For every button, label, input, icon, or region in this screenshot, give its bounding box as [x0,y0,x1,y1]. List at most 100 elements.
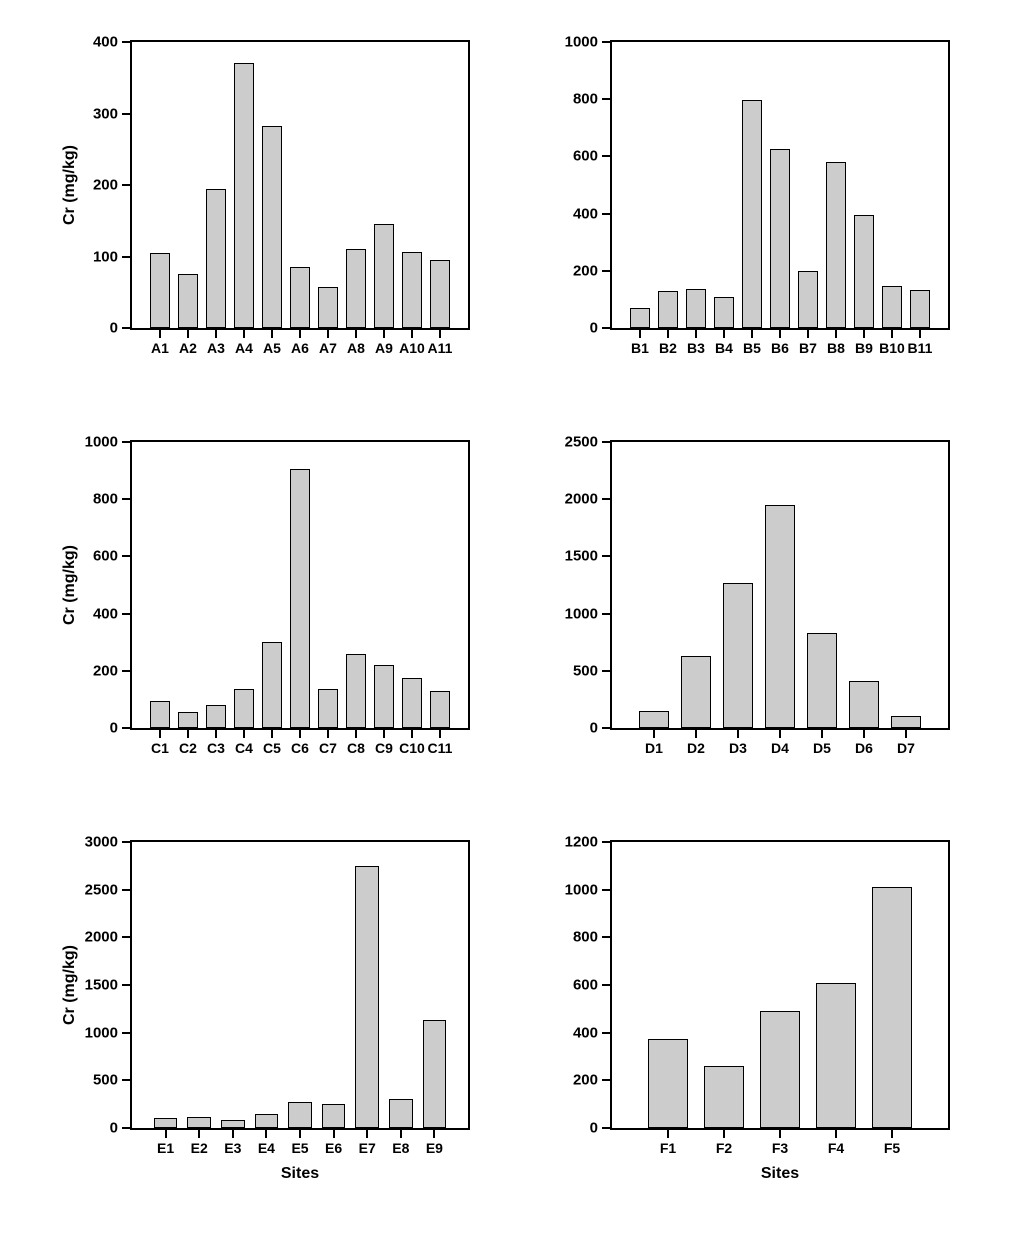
bar-A8 [346,249,366,328]
y-tick-label: 1500 [85,977,132,994]
x-tick-label: A8 [347,328,365,356]
x-tick-label: F4 [828,1128,844,1156]
plot-area: 050010001500200025003000E1E2E3E4E5E6E7E8… [130,840,470,1130]
y-tick-label: 0 [110,320,132,337]
bar-A9 [374,224,394,328]
bar-F2 [704,1066,743,1128]
bar-D5 [807,633,836,728]
bar-D6 [849,681,878,728]
bar-A4 [234,63,254,328]
y-tick-label: 200 [573,262,612,279]
x-tick-label: A7 [319,328,337,356]
bar-A6 [290,267,310,328]
bar-E2 [187,1117,211,1128]
x-tick-label: A5 [263,328,281,356]
bar-D3 [723,583,752,728]
bar-A3 [206,189,226,328]
bar-C6 [290,469,310,728]
plot-area: 02004006008001000B1B2B3B4B5B6B7B8B9B10B1… [610,40,950,330]
y-tick-label: 800 [93,491,132,508]
x-tick-label: C1 [151,728,169,756]
bar-F4 [816,983,855,1128]
bar-D1 [639,711,668,728]
y-tick-label: 800 [573,929,612,946]
x-tick-label: B10 [879,328,905,356]
bar-B7 [798,271,818,328]
bar-E4 [255,1114,279,1128]
x-tick-label: D4 [771,728,789,756]
bars [612,442,948,728]
x-tick-label: E9 [426,1128,443,1156]
x-tick-label: A1 [151,328,169,356]
y-tick-label: 100 [93,248,132,265]
bar-B10 [882,286,902,328]
x-tick-label: C5 [263,728,281,756]
bar-E6 [322,1104,346,1128]
y-tick-label: 2500 [565,434,612,451]
bar-A10 [402,252,422,329]
x-tick-label: F3 [772,1128,788,1156]
bar-E9 [423,1020,447,1128]
y-tick-label: 2500 [85,881,132,898]
y-tick-label: 400 [93,605,132,622]
y-tick-label: 200 [93,177,132,194]
plot-area: 020040060080010001200F1F2F3F4F5 [610,840,950,1130]
bar-B8 [826,162,846,328]
bar-A5 [262,126,282,328]
bar-B5 [742,100,762,328]
bar-F1 [648,1039,687,1128]
x-tick-label: A2 [179,328,197,356]
x-tick-label: B1 [631,328,649,356]
panel-F: Sites020040060080010001200F1F2F3F4F5 [540,830,960,1200]
x-tick-label: B8 [827,328,845,356]
x-tick-label: E7 [359,1128,376,1156]
bar-B1 [630,308,650,328]
x-tick-label: A9 [375,328,393,356]
y-tick-label: 0 [110,720,132,737]
y-tick-label: 300 [93,105,132,122]
x-axis-label: Sites [281,1165,319,1183]
x-tick-label: D7 [897,728,915,756]
bar-A7 [318,287,338,328]
x-tick-label: B4 [715,328,733,356]
x-tick-label: B3 [687,328,705,356]
bar-B4 [714,297,734,328]
x-tick-label: D5 [813,728,831,756]
y-axis-label: Cr (mg/kg) [61,945,79,1025]
plot-area: 0100200300400A1A2A3A4A5A6A7A8A9A10A11 [130,40,470,330]
y-tick-label: 1000 [85,1024,132,1041]
x-tick-label: E2 [191,1128,208,1156]
bar-C10 [402,678,422,728]
bar-E5 [288,1102,312,1128]
bars [132,442,468,728]
bar-B3 [686,289,706,328]
x-tick-label: C4 [235,728,253,756]
y-tick-label: 600 [573,977,612,994]
bar-D4 [765,505,794,728]
panel-D: 05001000150020002500D1D2D3D4D5D6D7 [540,430,960,800]
x-tick-label: A11 [428,328,453,356]
x-tick-label: D3 [729,728,747,756]
y-tick-label: 600 [93,548,132,565]
y-tick-label: 600 [573,148,612,165]
y-tick-label: 500 [93,1072,132,1089]
x-tick-label: B2 [659,328,677,356]
y-axis-label: Cr (mg/kg) [61,545,79,625]
bar-B11 [910,290,930,328]
bars [132,842,468,1128]
y-tick-label: 1500 [565,548,612,565]
page: Cr (mg/kg) 0100200300400A1A2A3A4A5A6A7A8A… [0,0,1016,1237]
bar-C8 [346,654,366,728]
x-tick-label: E1 [157,1128,174,1156]
bar-D2 [681,656,710,728]
x-tick-label: E4 [258,1128,275,1156]
y-tick-label: 400 [93,34,132,51]
x-tick-label: F5 [884,1128,900,1156]
x-tick-label: B5 [743,328,761,356]
y-tick-label: 1000 [565,34,612,51]
bar-C3 [206,705,226,728]
bar-B6 [770,149,790,328]
bar-F3 [760,1011,799,1128]
y-tick-label: 200 [573,1072,612,1089]
x-tick-label: B9 [855,328,873,356]
